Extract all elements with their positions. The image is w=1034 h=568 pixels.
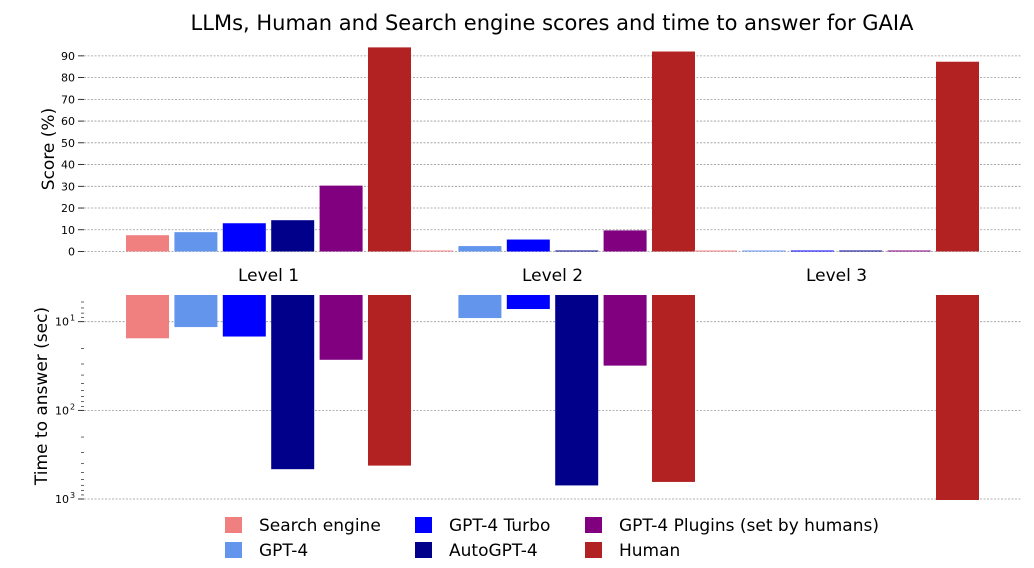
score-panel: 0 10 20 30 40 50 60 70 80 90 Score (%) (39, 47, 1022, 259)
score-tick-label: 50 (61, 137, 75, 150)
legend-swatch (585, 517, 602, 533)
legend-swatch (225, 542, 242, 558)
time-gridlines (84, 321, 1022, 500)
time-tick-label: 10 (55, 404, 69, 417)
legend-swatch (415, 542, 432, 558)
time-bar (555, 295, 599, 486)
legend-label: GPT-4 Plugins (set by humans) (619, 516, 879, 536)
time-bar (936, 295, 979, 500)
time-bar (652, 295, 695, 482)
time-bar (319, 295, 363, 360)
category-labels: Level 1 Level 2 Level 3 (238, 266, 867, 286)
score-bar (887, 250, 931, 252)
score-bar (839, 250, 883, 252)
time-tick-label: 10 (55, 316, 69, 329)
score-bar (174, 232, 218, 252)
time-bar (368, 295, 411, 466)
chart-title: LLMs, Human and Search engine scores and… (191, 11, 915, 35)
legend-swatch (415, 517, 432, 533)
score-bar (652, 51, 695, 252)
category-label: Level 1 (238, 266, 299, 286)
legend-label: GPT-4 Turbo (449, 516, 550, 536)
score-tick-label: 40 (61, 159, 75, 172)
time-bar (458, 295, 502, 319)
score-gridlines (84, 55, 1022, 252)
score-bar (368, 47, 411, 252)
score-bar (271, 220, 315, 252)
time-bar (603, 295, 647, 366)
score-bar (694, 250, 737, 252)
legend-label: Human (619, 541, 680, 561)
legend-label: GPT-4 (259, 541, 308, 561)
score-tick-label: 30 (61, 180, 75, 193)
score-bar (790, 250, 834, 252)
score-bar (506, 239, 550, 252)
score-bar (410, 250, 453, 252)
score-bars (126, 47, 979, 252)
time-bar (271, 295, 315, 470)
score-y-axis-label: Score (%) (39, 108, 59, 190)
legend-label: Search engine (259, 516, 381, 536)
legend-swatch (225, 517, 242, 533)
score-tick-label: 80 (61, 72, 75, 85)
time-bar (126, 295, 169, 339)
score-bar (126, 235, 169, 252)
time-bar (506, 295, 550, 310)
score-tick-label: 20 (61, 202, 75, 215)
legend: Search engine GPT-4 GPT-4 Turbo AutoGPT-4 GP… (225, 516, 879, 561)
score-y-ticks: 0 10 20 30 40 50 60 70 80 90 (61, 50, 84, 259)
category-label: Level 3 (806, 266, 867, 286)
score-bar (742, 250, 786, 252)
time-tick-exponent: 1 (70, 314, 75, 323)
time-bar (174, 295, 218, 328)
score-bar (458, 246, 502, 252)
score-tick-label: 60 (61, 115, 75, 128)
score-tick-label: 0 (68, 246, 75, 259)
time-bars (126, 295, 979, 500)
legend-swatch (585, 542, 602, 558)
category-label: Level 2 (522, 266, 583, 286)
legend-label: AutoGPT-4 (449, 541, 538, 561)
time-bar (222, 295, 266, 337)
score-bar (319, 185, 363, 252)
time-y-axis-label: Time to answer (sec) (32, 307, 52, 486)
time-tick-exponent: 3 (70, 491, 75, 500)
score-bar (603, 230, 647, 252)
score-bar (222, 223, 266, 252)
score-bar (936, 61, 979, 252)
score-tick-label: 90 (61, 50, 75, 63)
score-tick-label: 10 (61, 224, 75, 237)
time-tick-label: 10 (55, 493, 69, 506)
score-tick-label: 70 (61, 93, 75, 106)
time-tick-exponent: 2 (70, 402, 75, 411)
score-bar (555, 250, 599, 252)
